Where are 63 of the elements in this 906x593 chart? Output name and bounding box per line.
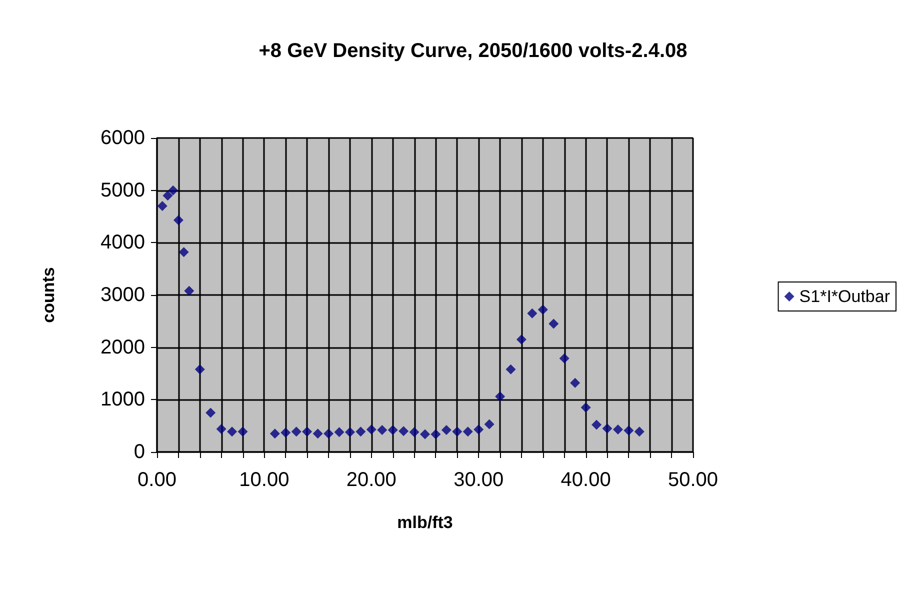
point [441,425,452,436]
x-axis-title: mlb/ft3 [397,513,453,532]
point [302,426,312,437]
point [495,392,506,402]
y-tick-label: 0 [134,441,145,463]
point [624,426,634,436]
point [344,427,355,438]
point [474,424,484,434]
point [168,185,178,196]
point [280,428,291,438]
chart-title: +8 GeV Density Curve, 2050/1600 volts-2.4.08 [258,40,688,62]
point [366,424,376,434]
point [157,201,168,212]
point [527,308,538,318]
point [238,426,248,437]
point [409,427,420,438]
point [377,425,388,436]
x-tick-label: 40.00 [560,469,611,491]
x-tick-label: 0.00 [138,469,176,491]
point [580,402,591,413]
point [538,304,548,315]
y-tick-label: 6000 [100,127,145,149]
x-tick-label: 50.00 [668,469,718,491]
y-tick-label: 2000 [100,336,145,358]
point [516,334,526,344]
point [548,318,559,329]
point [194,364,205,374]
point [559,353,570,364]
x-tick-label: 10.00 [239,469,290,491]
point [570,378,580,388]
x-tick-label: 30.00 [454,469,504,491]
legend-label: S1*I*Outbar [799,287,890,306]
point [602,423,612,434]
point [216,424,226,434]
point [462,426,473,437]
point [592,420,602,430]
point [484,419,494,430]
point [178,247,189,258]
point [312,428,323,439]
point [634,426,644,437]
y-tick-label: 3000 [100,284,145,306]
point [452,426,462,437]
point [270,428,280,439]
point [173,215,184,226]
point [227,426,238,437]
point [162,190,173,201]
point [612,424,623,434]
y-tick-label: 4000 [100,232,145,254]
point [398,426,409,436]
point [334,427,344,438]
x-tick-label: 20.00 [346,469,396,491]
point [388,425,398,436]
y-tick-label: 5000 [100,179,145,202]
point [356,426,366,437]
point [506,364,516,374]
y-axis-title: counts [39,267,58,323]
point [324,428,334,439]
point [430,429,441,440]
point [206,408,216,418]
point [184,286,194,296]
y-tick-label: 1000 [100,388,145,411]
point [291,426,302,437]
point [420,429,430,440]
